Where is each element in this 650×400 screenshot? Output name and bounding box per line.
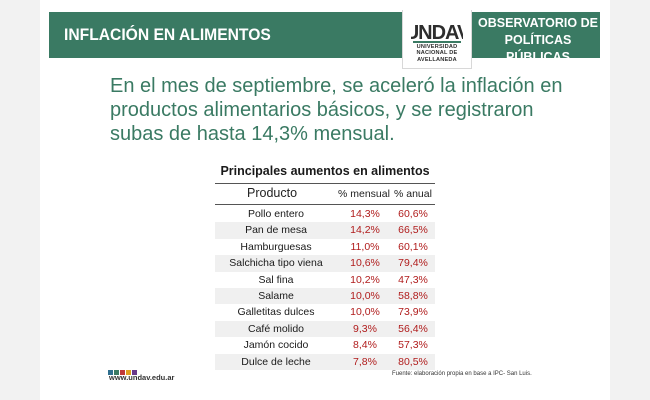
cell-anual: 66,5%: [398, 224, 428, 237]
table-row: Galletitas dulces 10,0% 73,9%: [215, 304, 435, 320]
cell-producto: Sal fina: [258, 273, 294, 286]
observatorio-line-1: OBSERVATORIO DE: [478, 16, 598, 30]
table-row: Pan de mesa 14,2% 66,5%: [215, 222, 435, 239]
color-dot: [108, 370, 113, 375]
cell-anual: 73,9%: [398, 306, 428, 319]
footer-source: Fuente: elaboración propia en base a IPC…: [392, 371, 532, 377]
table-row: Sal fina 10,2% 47,3%: [215, 272, 435, 288]
undav-logo-icon: UNDAV: [411, 22, 463, 44]
column-header-anual: % anual: [394, 188, 432, 200]
observatorio-line-2: POLÍTICAS PÚBLICAS: [504, 33, 572, 64]
cell-mensual: 9,3%: [353, 322, 377, 335]
table-row: Café molido 9,3% 56,4%: [215, 320, 435, 338]
undav-logo: UNDAV UNIVERSIDAD NACIONAL DE AVELLANEDA: [402, 10, 472, 69]
cell-anual: 47,3%: [398, 273, 428, 286]
cell-mensual: 10,0%: [350, 306, 380, 319]
footer-color-dots: [108, 362, 138, 375]
table-row: Salame 10,0% 58,8%: [215, 288, 435, 305]
logo-wordmark: UNDAV: [411, 22, 463, 44]
price-increase-table: Principales aumentos en alimentos Produc…: [215, 158, 435, 372]
cell-mensual: 10,0%: [350, 290, 380, 302]
table-row: Jamón cocido 8,4% 57,3%: [215, 337, 435, 353]
cell-anual: 80,5%: [398, 355, 428, 368]
cell-producto: Dulce de leche: [241, 355, 311, 368]
table-row: Pollo entero 14,3% 60,6%: [215, 206, 435, 222]
cell-anual: 60,6%: [398, 208, 428, 220]
cell-mensual: 11,0%: [350, 240, 380, 253]
color-dot: [120, 370, 125, 375]
cell-mensual: 10,2%: [350, 273, 380, 286]
column-header-mensual: % mensual: [338, 188, 390, 200]
table-header: Producto % mensual % anual: [215, 183, 435, 205]
cell-mensual: 7,8%: [353, 355, 377, 368]
header-bar: [49, 12, 600, 58]
cell-mensual: 14,3%: [350, 208, 380, 220]
observatorio-label: OBSERVATORIO DE POLÍTICAS PÚBLICAS: [478, 15, 598, 66]
cell-anual: 60,1%: [398, 240, 428, 253]
color-dot: [132, 370, 137, 375]
table-row: Dulce de leche 7,8% 80,5%: [215, 353, 435, 370]
cell-producto: Jamón cocido: [243, 339, 309, 352]
page-title: INFLACIÓN EN ALIMENTOS: [64, 25, 271, 44]
headline: En el mes de septiembre, se aceleró la i…: [110, 75, 563, 145]
cell-producto: Pollo entero: [247, 208, 305, 220]
table-row: Salchicha tipo viena 10,6% 79,4%: [215, 255, 435, 272]
cell-producto: Pan de mesa: [245, 224, 307, 237]
footer-url: www.undav.edu.ar: [109, 373, 175, 382]
table-title: Principales aumentos en alimentos: [220, 164, 430, 178]
cell-anual: 57,3%: [398, 339, 428, 352]
cell-mensual: 8,4%: [353, 339, 377, 352]
cell-producto: Café molido: [247, 322, 305, 335]
cell-anual: 79,4%: [398, 257, 428, 270]
column-header-producto: Producto: [247, 186, 298, 200]
cell-mensual: 14,2%: [350, 224, 380, 237]
cell-mensual: 10,6%: [350, 257, 380, 270]
cell-producto: Galletitas dulces: [237, 306, 315, 319]
table-row: Hamburguesas congeladas11,0%60,1%: [215, 239, 435, 269]
cell-anual: 58,8%: [398, 290, 428, 302]
color-dot: [126, 370, 131, 375]
logo-subtext: UNIVERSIDAD NACIONAL DE AVELLANEDA: [416, 44, 458, 63]
cell-producto: Salame: [258, 290, 294, 302]
cell-producto: Salchicha tipo viena: [229, 257, 323, 270]
color-dot: [114, 370, 119, 375]
cell-anual: 56,4%: [398, 322, 428, 335]
